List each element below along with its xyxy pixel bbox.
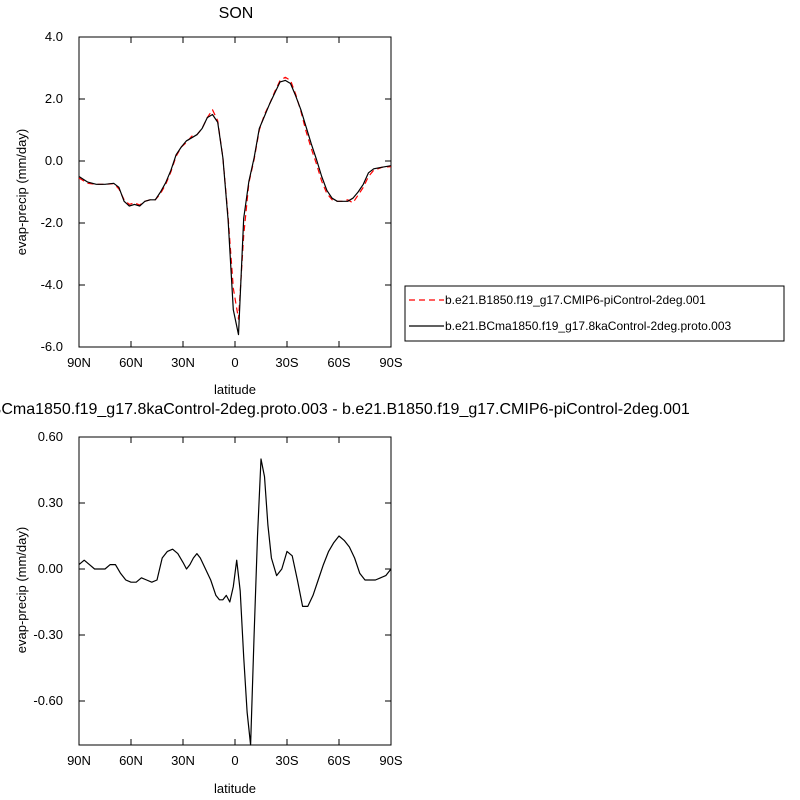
top-y-axis-title: evap-precip (mm/day)	[14, 129, 29, 255]
top-x-tick-label: 60N	[119, 355, 143, 370]
bottom-x-tick-label: 60S	[327, 753, 350, 768]
bottom-x-tick-label: 30S	[275, 753, 298, 768]
legend: b.e21.B1850.f19_g17.CMIP6-piControl-2deg…	[404, 285, 785, 342]
top-x-tick-label: 30S	[275, 355, 298, 370]
bottom-y-tick-label: -0.60	[33, 693, 63, 708]
top-x-tick-label: 90S	[379, 355, 402, 370]
bottom-series-line-1	[78, 458, 392, 746]
top-y-ticks: -6.0 -4.0 -2.0 0.0 2.0 4.0	[41, 29, 391, 354]
bottom-y-axis-title: evap-precip (mm/day)	[14, 527, 29, 653]
top-x-tick-label: 60S	[327, 355, 350, 370]
bottom-x-tick-label: 90N	[67, 753, 91, 768]
bottom-x-tick-label: 90S	[379, 753, 402, 768]
bottom-x-tick-label: 30N	[171, 753, 195, 768]
top-series-line-1	[78, 76, 392, 320]
bottom-series-lines	[78, 458, 392, 746]
top-panel: SON 90N 60N 30N 0 30S 60S 90S -6.0 -4.0 -2.0 0.0 2…	[14, 5, 403, 397]
legend-label-1: b.e21.B1850.f19_g17.CMIP6-piControl-2deg…	[445, 293, 706, 307]
bottom-y-tick-label: 0.60	[38, 429, 63, 444]
top-y-tick-label: 4.0	[45, 29, 63, 44]
top-y-tick-label: 2.0	[45, 91, 63, 106]
top-series-lines	[78, 76, 392, 336]
top-x-tick-label: 0	[231, 355, 238, 370]
top-chart-title: SON	[219, 5, 254, 22]
bottom-y-tick-label: 0.00	[38, 561, 63, 576]
bottom-x-ticks: 90N 60N 30N 0 30S 60S 90S	[67, 437, 403, 768]
top-y-tick-label: -4.0	[41, 277, 63, 292]
bottom-y-tick-label: -0.30	[33, 627, 63, 642]
bottom-panel: b.e21.BCma1850.f19_g17.8kaControl-2deg.p…	[0, 401, 690, 796]
top-x-axis-title: latitude	[214, 382, 256, 397]
bottom-chart-title: b.e21.BCma1850.f19_g17.8kaControl-2deg.p…	[0, 401, 690, 418]
bottom-x-axis-title: latitude	[214, 781, 256, 796]
top-x-tick-label: 30N	[171, 355, 195, 370]
top-x-tick-label: 90N	[67, 355, 91, 370]
legend-label-2: b.e21.BCma1850.f19_g17.8kaControl-2deg.p…	[445, 319, 732, 333]
bottom-x-tick-label: 60N	[119, 753, 143, 768]
top-x-ticks: 90N 60N 30N 0 30S 60S 90S	[67, 37, 403, 370]
top-y-tick-label: -2.0	[41, 215, 63, 230]
bottom-plot-frame	[78, 436, 392, 746]
legend-box	[404, 285, 785, 342]
bottom-y-tick-label: 0.30	[38, 495, 63, 510]
top-y-tick-label: -6.0	[41, 339, 63, 354]
top-series-line-2	[78, 79, 392, 336]
bottom-x-tick-label: 0	[231, 753, 238, 768]
top-y-tick-label: 0.0	[45, 153, 63, 168]
bottom-y-ticks: -0.60 -0.30 0.00 0.30 0.60	[33, 429, 391, 708]
